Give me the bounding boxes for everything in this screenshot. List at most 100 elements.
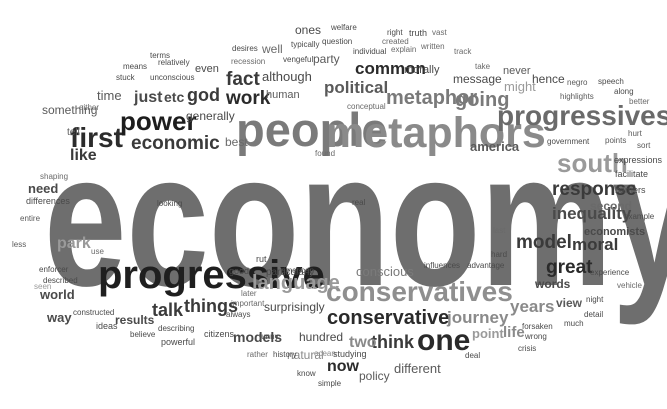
cloud-word: words xyxy=(535,277,571,291)
cloud-word: conscious xyxy=(356,264,414,279)
cloud-word: conservative xyxy=(327,307,450,329)
cloud-word: funny xyxy=(259,332,279,341)
cloud-word: track xyxy=(454,47,472,56)
cloud-word: found xyxy=(315,149,336,158)
cloud-word: economic xyxy=(131,133,220,154)
cloud-word: powerful xyxy=(161,337,196,347)
cloud-word: speech xyxy=(598,77,624,86)
cloud-word: something xyxy=(42,103,98,117)
cloud-word: created xyxy=(382,37,409,46)
cloud-word: etc xyxy=(164,89,185,105)
cloud-word: party xyxy=(313,52,340,66)
cloud-word: wrong xyxy=(525,332,547,341)
cloud-word: although xyxy=(262,69,312,84)
cloud-word: experience xyxy=(590,268,630,277)
cloud-word: vengeful xyxy=(283,55,314,64)
cloud-word: great xyxy=(546,257,593,278)
cloud-word: facilitate xyxy=(615,169,649,179)
cloud-word: first xyxy=(70,122,123,153)
cloud-word: know xyxy=(297,369,316,378)
cloud-word: progressives xyxy=(497,100,667,131)
cloud-word: better xyxy=(629,97,650,106)
cloud-word: like xyxy=(70,147,97,164)
cloud-word: example xyxy=(624,212,655,221)
cloud-word: think xyxy=(371,332,414,352)
cloud-word: talk xyxy=(152,300,184,320)
cloud-word: constructed xyxy=(73,308,115,317)
cloud-word: rather xyxy=(247,350,268,359)
cloud-word: work xyxy=(226,88,271,109)
cloud-word: fact xyxy=(226,69,260,90)
cloud-word: years xyxy=(510,297,555,316)
cloud-word: crisis xyxy=(518,344,537,353)
cloud-word: enforcer xyxy=(39,265,69,274)
cloud-word: metaphor xyxy=(386,87,478,109)
cloud-word: surprisingly xyxy=(264,300,325,314)
cloud-word: america xyxy=(470,139,520,154)
cloud-word: never xyxy=(503,65,531,77)
cloud-word: later xyxy=(241,289,257,298)
cloud-word: south xyxy=(557,148,628,178)
cloud-word: detail xyxy=(584,310,604,319)
cloud-word: points xyxy=(605,136,627,145)
cloud-word: journey xyxy=(447,308,509,327)
cloud-word: hard xyxy=(491,250,508,259)
cloud-word: describing xyxy=(158,324,195,333)
cloud-word: way xyxy=(47,310,72,325)
cloud-word: entire xyxy=(20,214,41,223)
cloud-word: economists xyxy=(584,226,646,238)
cloud-word: night xyxy=(586,295,604,304)
cloud-word: american xyxy=(281,266,314,275)
cloud-word: highlights xyxy=(560,92,594,101)
cloud-word: conceptual xyxy=(347,102,386,111)
cloud-word: deal xyxy=(465,351,481,360)
cloud-word: government xyxy=(547,137,590,146)
cloud-word: typically xyxy=(291,40,320,49)
cloud-word: rut xyxy=(256,254,267,264)
cloud-word: god xyxy=(187,85,220,105)
cloud-word: results xyxy=(115,313,155,327)
cloud-word: human xyxy=(266,89,300,101)
cloud-word: differences xyxy=(26,196,70,206)
cloud-word: recession xyxy=(231,57,266,66)
cloud-word: important xyxy=(231,299,265,308)
cloud-word: models xyxy=(233,329,283,345)
cloud-word: two xyxy=(349,334,377,351)
cloud-word: advantage xyxy=(467,261,505,270)
cloud-word: message xyxy=(453,72,502,86)
cloud-word: simple xyxy=(318,379,342,388)
cloud-word: right xyxy=(387,28,403,37)
cloud-word: real xyxy=(352,198,366,207)
cloud-word: natural xyxy=(287,348,324,362)
cloud-word: studying xyxy=(333,349,367,359)
cloud-word: policy xyxy=(359,369,390,383)
cloud-word: relatively xyxy=(158,58,190,67)
cloud-word: life xyxy=(503,324,525,341)
cloud-word: shaping xyxy=(40,172,69,181)
cloud-word: unconscious xyxy=(150,73,195,82)
cloud-word: park xyxy=(57,235,91,252)
cloud-word: one xyxy=(417,324,471,357)
cloud-word: world xyxy=(40,287,75,302)
cloud-word: individual xyxy=(353,47,387,56)
cloud-word: best xyxy=(225,135,248,149)
cloud-word: question xyxy=(322,37,353,46)
cloud-word: welfare xyxy=(331,23,357,32)
cloud-word: much xyxy=(564,319,584,328)
cloud-word: take xyxy=(475,62,491,71)
cloud-word: inequality xyxy=(552,204,632,223)
cloud-word: either xyxy=(79,103,100,112)
cloud-word: things xyxy=(184,296,238,316)
cloud-word: forsaken xyxy=(522,322,553,331)
cloud-word: moral xyxy=(572,235,619,254)
cloud-word: now xyxy=(327,358,359,375)
cloud-word: ideas xyxy=(96,321,118,331)
cloud-word: model xyxy=(516,232,572,253)
cloud-word: use xyxy=(91,247,104,256)
cloud-word: desires xyxy=(232,44,258,53)
cloud-word: might xyxy=(504,79,536,94)
cloud-word: looking xyxy=(157,199,183,208)
cloud-word: response xyxy=(552,179,637,200)
cloud-word: economy xyxy=(44,114,667,326)
